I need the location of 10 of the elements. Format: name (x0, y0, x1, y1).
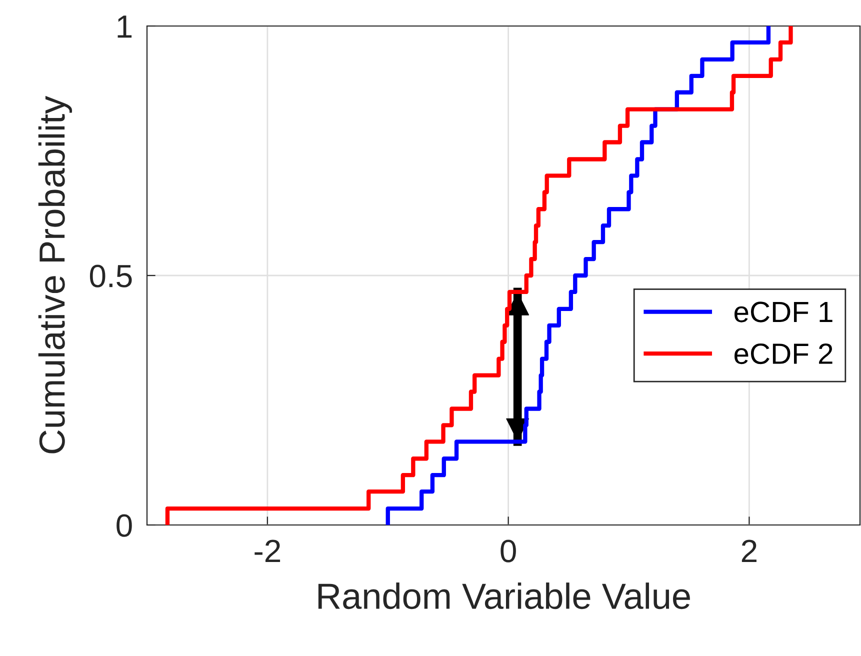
x-tick-label: -2 (254, 540, 280, 562)
y-tick-label: 1 (118, 16, 132, 38)
x-tick-label: 2 (742, 540, 756, 562)
y-tick-label: 0.5 (90, 264, 132, 288)
x-tick-label: 0 (500, 540, 516, 562)
x-axis-title: Random Variable Value (318, 582, 690, 610)
legend-label: eCDF 2 (734, 343, 832, 364)
y-axis-title: Cumulative Probability (38, 96, 72, 454)
legend-label: eCDF 1 (734, 302, 832, 322)
y-tick-label: 0 (116, 514, 132, 537)
